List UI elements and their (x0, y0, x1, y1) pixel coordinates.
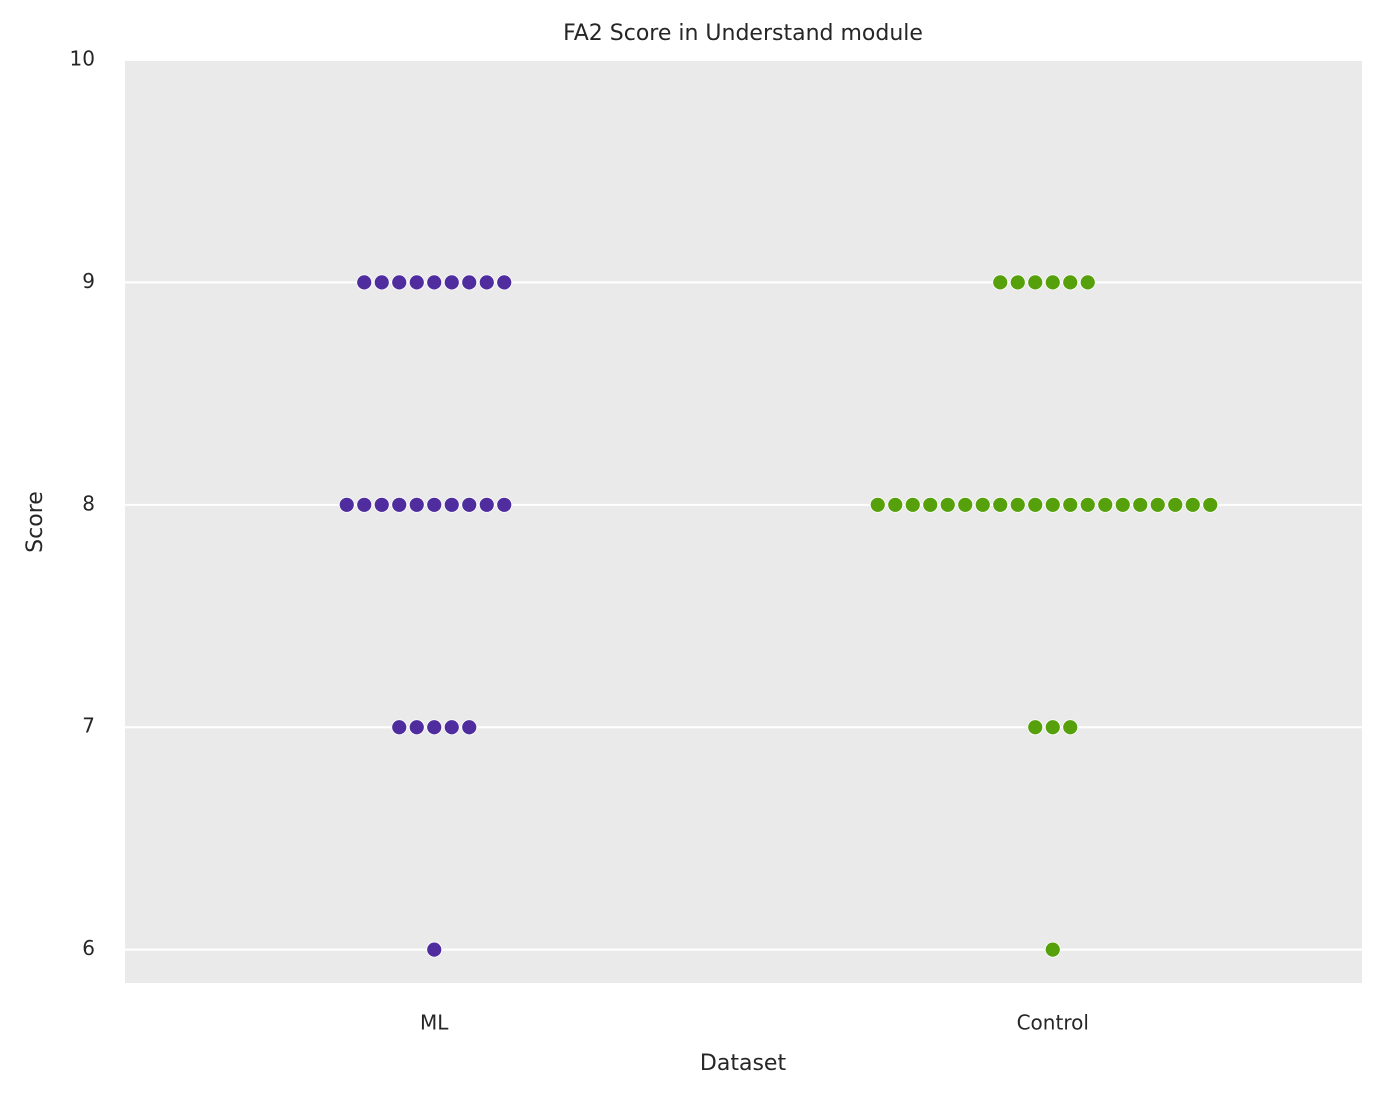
point (1097, 496, 1114, 513)
y-tick-label: 10 (70, 47, 95, 71)
point (478, 274, 495, 291)
point (1009, 496, 1026, 513)
point (356, 274, 373, 291)
point (461, 719, 478, 736)
point (426, 941, 443, 958)
point (1079, 496, 1096, 513)
point (939, 496, 956, 513)
point (443, 719, 460, 736)
point (1062, 719, 1079, 736)
point (1167, 496, 1184, 513)
point (992, 496, 1009, 513)
point (408, 719, 425, 736)
point (373, 496, 390, 513)
point (443, 274, 460, 291)
point (373, 274, 390, 291)
point (1079, 274, 1096, 291)
point (1132, 496, 1149, 513)
point (1184, 496, 1201, 513)
point (426, 496, 443, 513)
point (496, 496, 513, 513)
point (1062, 274, 1079, 291)
point (1202, 496, 1219, 513)
point (974, 496, 991, 513)
point (391, 274, 408, 291)
point (922, 496, 939, 513)
point (338, 496, 355, 513)
point (1027, 496, 1044, 513)
marks (338, 274, 1219, 958)
point (426, 274, 443, 291)
x-axis-label: Dataset (700, 1051, 787, 1076)
point (1044, 719, 1061, 736)
point (1149, 496, 1166, 513)
point (391, 496, 408, 513)
point (1062, 496, 1079, 513)
point (461, 274, 478, 291)
point (1009, 274, 1026, 291)
point (869, 496, 886, 513)
point (478, 496, 495, 513)
point (408, 496, 425, 513)
point (957, 496, 974, 513)
point (1044, 496, 1061, 513)
point (356, 496, 373, 513)
point (1044, 941, 1061, 958)
y-tick-label: 7 (82, 714, 95, 738)
point (496, 274, 513, 291)
point (408, 274, 425, 291)
point (1114, 496, 1131, 513)
point (1027, 274, 1044, 291)
point (1027, 719, 1044, 736)
plot-area (125, 60, 1362, 983)
point (461, 496, 478, 513)
point (904, 496, 921, 513)
y-tick-label: 6 (82, 936, 95, 960)
y-axis-label: Score (23, 491, 48, 553)
point (1044, 274, 1061, 291)
x-tick-label: ML (420, 1011, 449, 1035)
point (992, 274, 1009, 291)
y-tick-label: 8 (82, 491, 95, 515)
point (391, 719, 408, 736)
x-tick-label: Control (1017, 1011, 1089, 1035)
point (887, 496, 904, 513)
chart-title: FA2 Score in Understand module (563, 21, 923, 46)
grid (125, 59, 1362, 951)
point (443, 496, 460, 513)
point (426, 719, 443, 736)
y-tick-label: 9 (82, 269, 95, 293)
